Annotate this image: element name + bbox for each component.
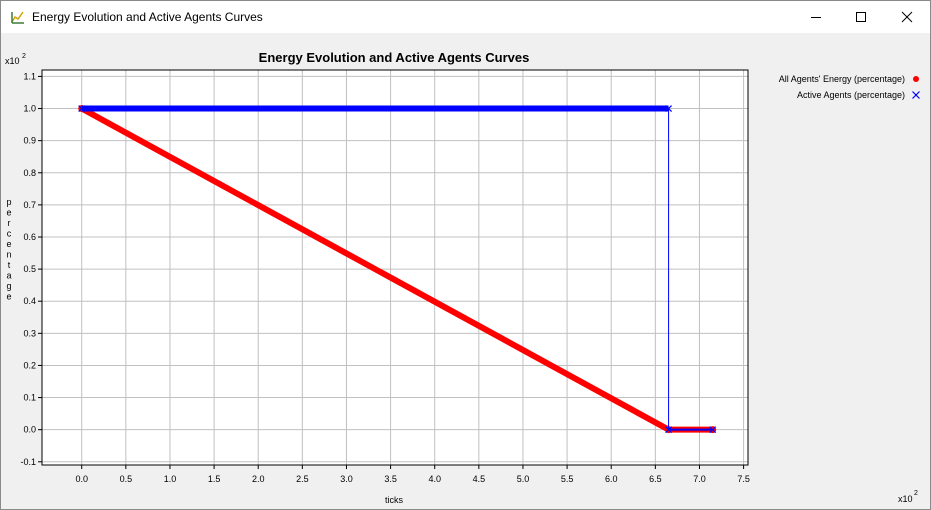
legend-label: Active Agents (percentage) xyxy=(796,90,905,100)
x-marker-icon xyxy=(911,90,921,100)
x-tick-label: 3.5 xyxy=(384,474,397,484)
legend-entry: All Agents' Energy (percentage) xyxy=(749,71,921,87)
y-tick-label: 0.7 xyxy=(23,200,36,210)
svg-text:g: g xyxy=(6,281,11,291)
x-tick-label: 6.0 xyxy=(605,474,618,484)
x-tick-label: 2.0 xyxy=(252,474,265,484)
x-tick-label: 6.5 xyxy=(649,474,662,484)
x-tick-label: 0.0 xyxy=(75,474,88,484)
x-tick-label: 4.0 xyxy=(428,474,441,484)
y-tick-label: 1.1 xyxy=(23,71,36,81)
agents-series-point xyxy=(665,105,672,112)
x-tick-label: 2.5 xyxy=(296,474,309,484)
agents-series-point xyxy=(78,105,86,112)
x-multiplier-exp: 2 xyxy=(914,490,918,497)
x-tick-label: 4.5 xyxy=(473,474,486,484)
legend-label: All Agents' Energy (percentage) xyxy=(778,74,905,84)
svg-text:t: t xyxy=(8,260,11,270)
plot-background xyxy=(42,70,748,465)
svg-text:e: e xyxy=(6,292,11,302)
maximize-icon xyxy=(856,12,866,22)
x-tick-label: 7.0 xyxy=(693,474,706,484)
svg-text:e: e xyxy=(6,239,11,249)
y-axis-label: percentage xyxy=(6,197,11,302)
minimize-icon xyxy=(811,17,821,18)
title-bar[interactable]: Energy Evolution and Active Agents Curve… xyxy=(1,1,930,33)
y-tick-label: 0.4 xyxy=(23,296,36,306)
y-tick-label: -0.1 xyxy=(20,457,36,467)
svg-text:p: p xyxy=(6,197,11,207)
svg-text:e: e xyxy=(6,208,11,218)
chart-title: Energy Evolution and Active Agents Curve… xyxy=(259,50,530,65)
x-tick-label: 5.0 xyxy=(517,474,530,484)
agents-series-point xyxy=(709,426,717,434)
y-tick-label: 0.2 xyxy=(23,360,36,370)
x-multiplier: x10 2 xyxy=(898,490,918,504)
x-tick-label: 7.5 xyxy=(737,474,750,484)
y-tick-label: 1.0 xyxy=(23,104,36,114)
plot-layer: 0.0 0.5 1.0 1.5 2.0 2.5 3.0 3.5 4.0 4.5 5.0 5.5 6.0 6… xyxy=(6,69,750,484)
y-multiplier-base: x10 xyxy=(5,56,20,66)
y-tick-label: 0.3 xyxy=(23,328,36,338)
x-tick-label: 1.0 xyxy=(164,474,177,484)
chart-area: Energy Evolution and Active Agents Curve… xyxy=(5,50,918,505)
svg-text:r: r xyxy=(8,218,11,228)
chart-app-icon xyxy=(11,11,24,24)
window-title: Energy Evolution and Active Agents Curve… xyxy=(32,10,263,24)
svg-text:c: c xyxy=(7,229,12,239)
x-tick-label: 3.0 xyxy=(340,474,353,484)
y-tick-label: 0.6 xyxy=(23,232,36,242)
dot-marker-icon xyxy=(911,74,921,84)
legend-entry: Active Agents (percentage) xyxy=(749,87,921,103)
close-icon xyxy=(901,11,913,23)
minimize-button[interactable] xyxy=(793,1,839,33)
y-multiplier-exp: 2 xyxy=(22,53,26,60)
svg-text:n: n xyxy=(6,250,11,260)
close-button[interactable] xyxy=(884,1,930,33)
x-tick-label: 5.5 xyxy=(561,474,574,484)
y-tick-label: 0.0 xyxy=(23,425,36,435)
agents-series-point xyxy=(665,426,672,434)
x-tick-label: 1.5 xyxy=(208,474,221,484)
y-tick-label: 0.5 xyxy=(23,264,36,274)
x-axis-label: ticks xyxy=(385,495,404,505)
x-multiplier-base: x10 xyxy=(898,494,913,504)
x-tick-label: 0.5 xyxy=(120,474,133,484)
plot-border xyxy=(41,69,749,466)
maximize-button[interactable] xyxy=(838,1,884,33)
y-multiplier: x10 2 xyxy=(5,53,26,66)
legend: All Agents' Energy (percentage) Active Ag… xyxy=(749,71,921,103)
y-tick-label: 0.8 xyxy=(23,168,36,178)
svg-text:a: a xyxy=(6,271,11,281)
y-tick-label: 0.9 xyxy=(23,136,36,146)
y-tick-label: 0.1 xyxy=(23,393,36,403)
